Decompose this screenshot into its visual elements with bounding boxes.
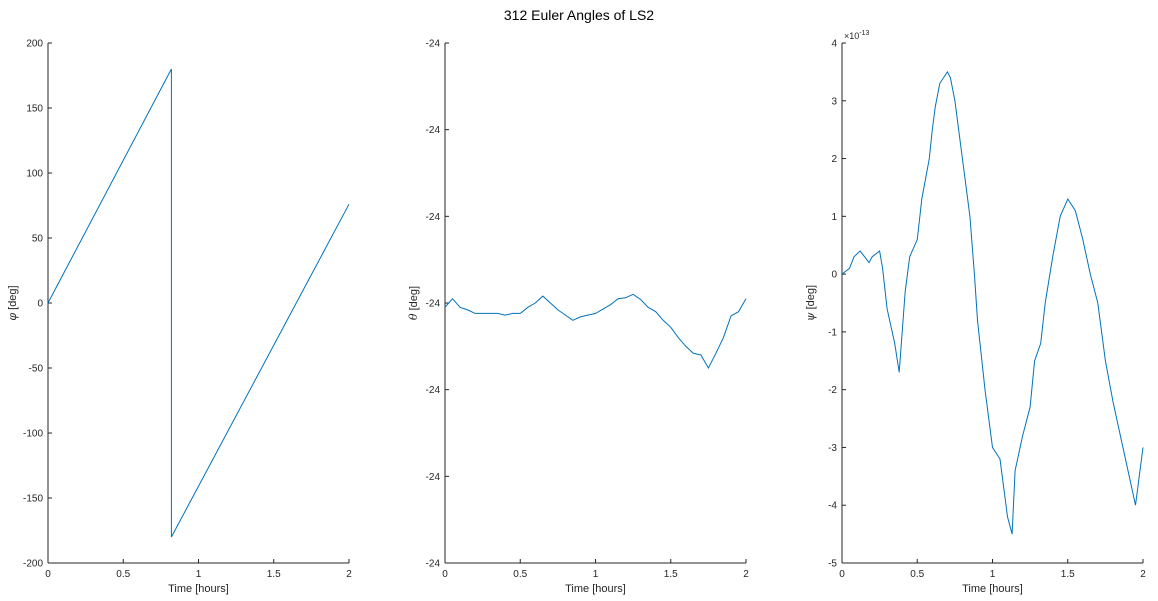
y-tick-label: -200 xyxy=(23,559,43,570)
x-tick-label: 0 xyxy=(45,569,51,580)
y-axis-label-unit: [deg] xyxy=(7,285,19,313)
y-tick-label: 150 xyxy=(26,104,43,115)
y-tick-label: -24 xyxy=(426,125,441,136)
y-tick-label: -2 xyxy=(828,385,837,396)
y-tick-label: -24 xyxy=(426,212,441,223)
x-tick-label: 0.5 xyxy=(513,569,527,580)
x-tick-label: 1.5 xyxy=(267,569,281,580)
axes-group: 0 0.5 1 1.5 2-200-150-100-50050100150200Time… xyxy=(6,30,1146,595)
y-tick-label: 1 xyxy=(831,212,837,223)
y-tick-label: -3 xyxy=(828,443,837,454)
y-tick-label: 0 xyxy=(37,299,43,310)
y-tick-label: -24 xyxy=(426,559,441,570)
series-line-1 xyxy=(47,68,350,538)
y-axis-label-symbol: φ xyxy=(6,313,19,321)
y-exponent-label: ×10-13 xyxy=(844,30,870,41)
y-tick-label: -1 xyxy=(828,327,837,338)
y-tick-label: -4 xyxy=(828,501,837,512)
x-tick-label: 0.5 xyxy=(910,569,924,580)
x-tick-label: 0 xyxy=(839,569,845,580)
y-tick-label: 4 xyxy=(831,39,837,50)
y-tick-label: 2 xyxy=(831,154,837,165)
y-tick-label: -50 xyxy=(29,364,44,375)
y-tick-label: -100 xyxy=(23,429,43,440)
y-tick-label: -5 xyxy=(828,559,837,570)
subplot-2: 0 0.5 1 1.5 2 -24 -24 -24 -24 -24 -24 -24 Time [hour… xyxy=(407,39,749,596)
figure-title: 312 Euler Angles of LS2 xyxy=(504,7,654,23)
y-axis-label: ψ [deg] xyxy=(804,285,817,321)
y-tick-label: 200 xyxy=(26,39,43,50)
y-axis-label-symbol: ψ xyxy=(804,312,817,321)
y-tick-label: -24 xyxy=(426,39,441,50)
x-tick-label: 1 xyxy=(196,569,202,580)
x-tick-label: 2 xyxy=(743,569,749,580)
x-tick-label: 2 xyxy=(1140,569,1146,580)
y-tick-label: 3 xyxy=(831,96,837,107)
series-line-1 xyxy=(444,293,747,370)
y-axis-label: θ [deg] xyxy=(407,286,420,320)
x-tick-label: 0 xyxy=(442,569,448,580)
y-tick-label: 0 xyxy=(831,270,837,281)
y-axis-label-unit: [deg] xyxy=(805,285,817,313)
y-tick-label: 100 xyxy=(26,169,43,180)
y-tick-label: -24 xyxy=(426,299,441,310)
y-axis-label-unit: [deg] xyxy=(408,286,420,314)
x-axis-label: Time [hours] xyxy=(565,583,626,595)
x-tick-label: 1 xyxy=(593,569,599,580)
y-tick-label: 50 xyxy=(32,234,44,245)
y-axis-label-symbol: θ xyxy=(407,313,420,320)
x-tick-label: 2 xyxy=(346,569,352,580)
subplot-3: 0 0.5 1 1.5 2 -5 -4 -3 -2 -1 0 1 2 3 4 Time [hours] ψ [d… xyxy=(804,30,1146,595)
y-tick-label: -24 xyxy=(426,472,441,483)
x-tick-label: 0.5 xyxy=(116,569,130,580)
x-tick-label: 1.5 xyxy=(664,569,678,580)
y-exponent-power: -13 xyxy=(859,30,869,37)
series-line-1 xyxy=(841,70,1144,535)
x-tick-label: 1.5 xyxy=(1061,569,1075,580)
y-exponent-base: ×10 xyxy=(844,31,859,41)
subplot-1: 0 0.5 1 1.5 2 -200 -150 -100 -50 0 50 100 150 200 Time… xyxy=(6,39,352,596)
y-axis-label: φ [deg] xyxy=(6,285,19,320)
x-axis-label: Time [hours] xyxy=(962,583,1023,595)
y-tick-label: -150 xyxy=(23,494,43,505)
y-tick-label: -24 xyxy=(426,385,441,396)
x-tick-label: 1 xyxy=(990,569,996,580)
x-axis-label: Time [hours] xyxy=(168,583,229,595)
